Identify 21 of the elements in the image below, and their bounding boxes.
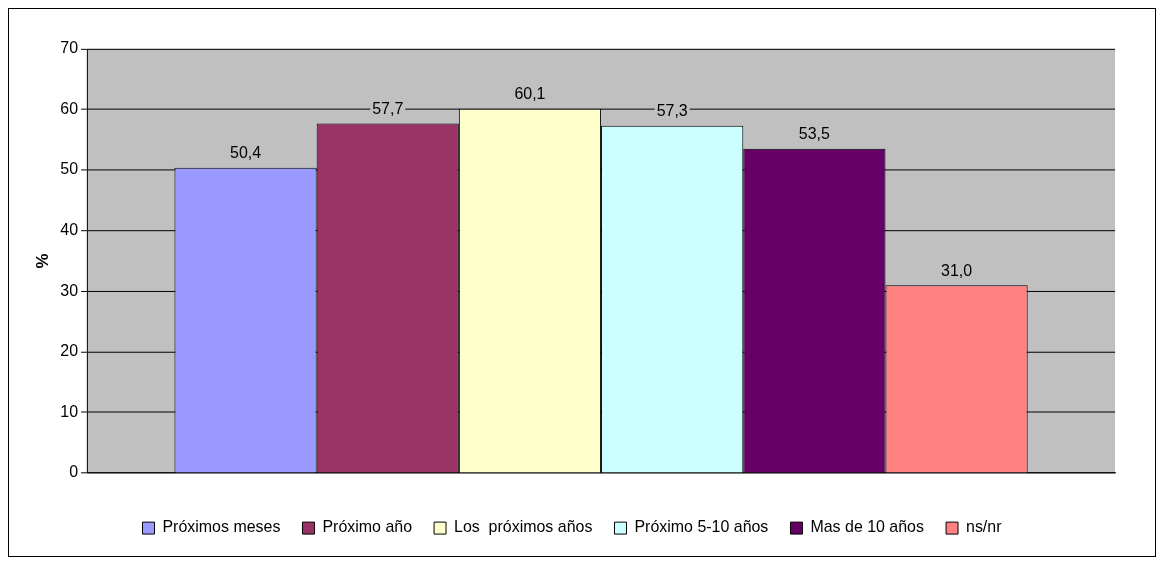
y-tick-label: 60 bbox=[60, 99, 79, 117]
data-label: 53,5 bbox=[798, 125, 831, 143]
data-label: 60,1 bbox=[514, 85, 546, 103]
data-label: 57,3 bbox=[656, 102, 688, 120]
y-tick-label: 40 bbox=[60, 221, 79, 239]
legend-label: Mas de 10 años bbox=[810, 518, 924, 536]
y-tick-label: 70 bbox=[60, 39, 79, 57]
y-tick-label: 20 bbox=[60, 342, 79, 360]
y-tick-label: 10 bbox=[60, 402, 79, 420]
y-tick-label: 50 bbox=[60, 160, 79, 178]
data-label: 50,4 bbox=[230, 144, 262, 162]
legend-label: Próximos meses bbox=[162, 518, 281, 536]
legend-label: Los próximos años bbox=[454, 518, 593, 536]
y-axis-title: % bbox=[32, 253, 52, 269]
data-label: 57,7 bbox=[372, 99, 404, 117]
y-tick-label: 0 bbox=[69, 463, 79, 481]
legend-label: Próximo año bbox=[322, 518, 413, 536]
y-tick-label: 30 bbox=[60, 281, 79, 299]
data-label: 31,0 bbox=[941, 261, 973, 279]
legend-label: ns/nr bbox=[966, 518, 1003, 536]
legend-label: Próximo 5-10 años bbox=[634, 518, 769, 536]
